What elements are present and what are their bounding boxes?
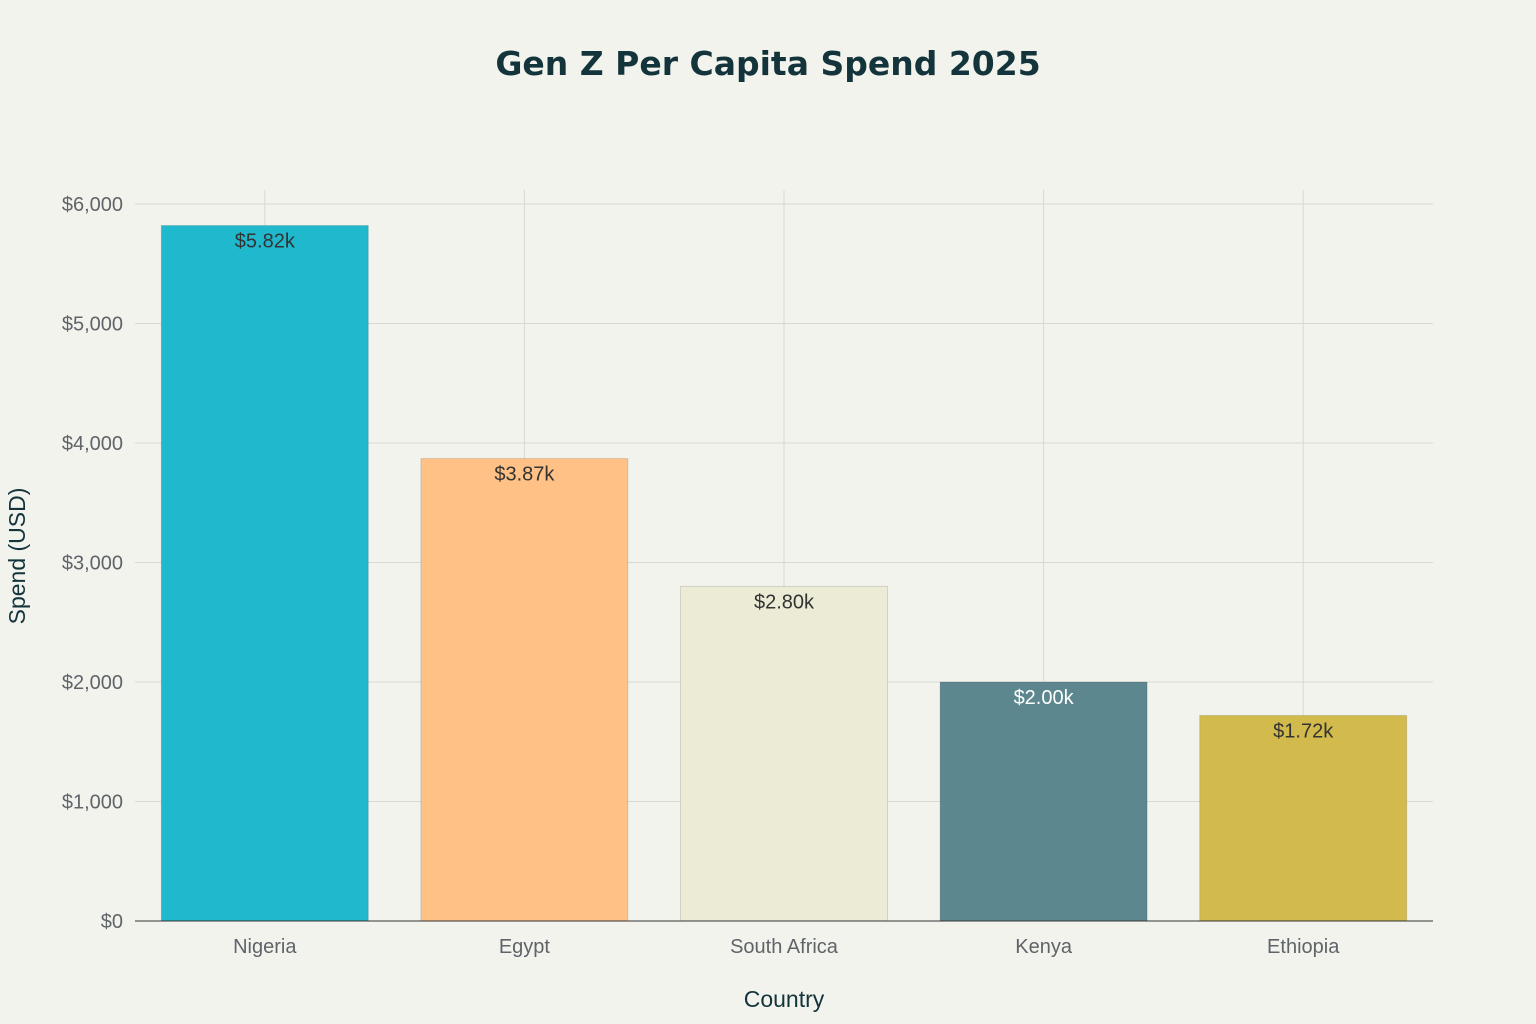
data-label: $5.82k xyxy=(235,231,296,253)
y-tick-label: $4,000 xyxy=(62,433,123,455)
y-axis-title: Spend (USD) xyxy=(4,488,30,625)
y-tick-label: $3,000 xyxy=(62,553,123,575)
bar-kenya xyxy=(939,681,1148,922)
y-tick-label: $5,000 xyxy=(62,314,123,336)
data-label: $2.00k xyxy=(1014,687,1075,709)
y-tick-label: $0 xyxy=(101,911,123,933)
bar-ethiopia xyxy=(1199,714,1408,922)
x-axis-ticks: Nigeria Egypt South Africa Kenya Ethiopia xyxy=(233,936,1340,958)
bar-egypt xyxy=(420,458,629,922)
x-tick-label: South Africa xyxy=(730,936,839,958)
x-tick-label: Nigeria xyxy=(233,936,297,958)
x-tick-label: Egypt xyxy=(499,936,551,958)
x-axis-title: Country xyxy=(744,986,825,1012)
bar-south-africa xyxy=(680,585,888,922)
y-axis-ticks: $0 $1,000 $2,000 $3,000 $4,000 $5,000 $6,000 xyxy=(62,194,123,933)
bars: $5.82k $3.87k $2.80k $2.00k $1.72k xyxy=(160,225,1408,922)
x-tick-label: Kenya xyxy=(1015,936,1073,958)
chart-title: Gen Z Per Capita Spend 2025 xyxy=(495,44,1040,83)
y-tick-label: $2,000 xyxy=(62,672,123,694)
x-tick-label: Ethiopia xyxy=(1267,936,1340,958)
bar-nigeria xyxy=(160,225,369,922)
data-label: $3.87k xyxy=(494,464,555,486)
data-label: $2.80k xyxy=(754,591,815,613)
data-label: $1.72k xyxy=(1273,720,1334,742)
y-tick-label: $6,000 xyxy=(62,194,123,216)
y-tick-label: $1,000 xyxy=(62,792,123,814)
